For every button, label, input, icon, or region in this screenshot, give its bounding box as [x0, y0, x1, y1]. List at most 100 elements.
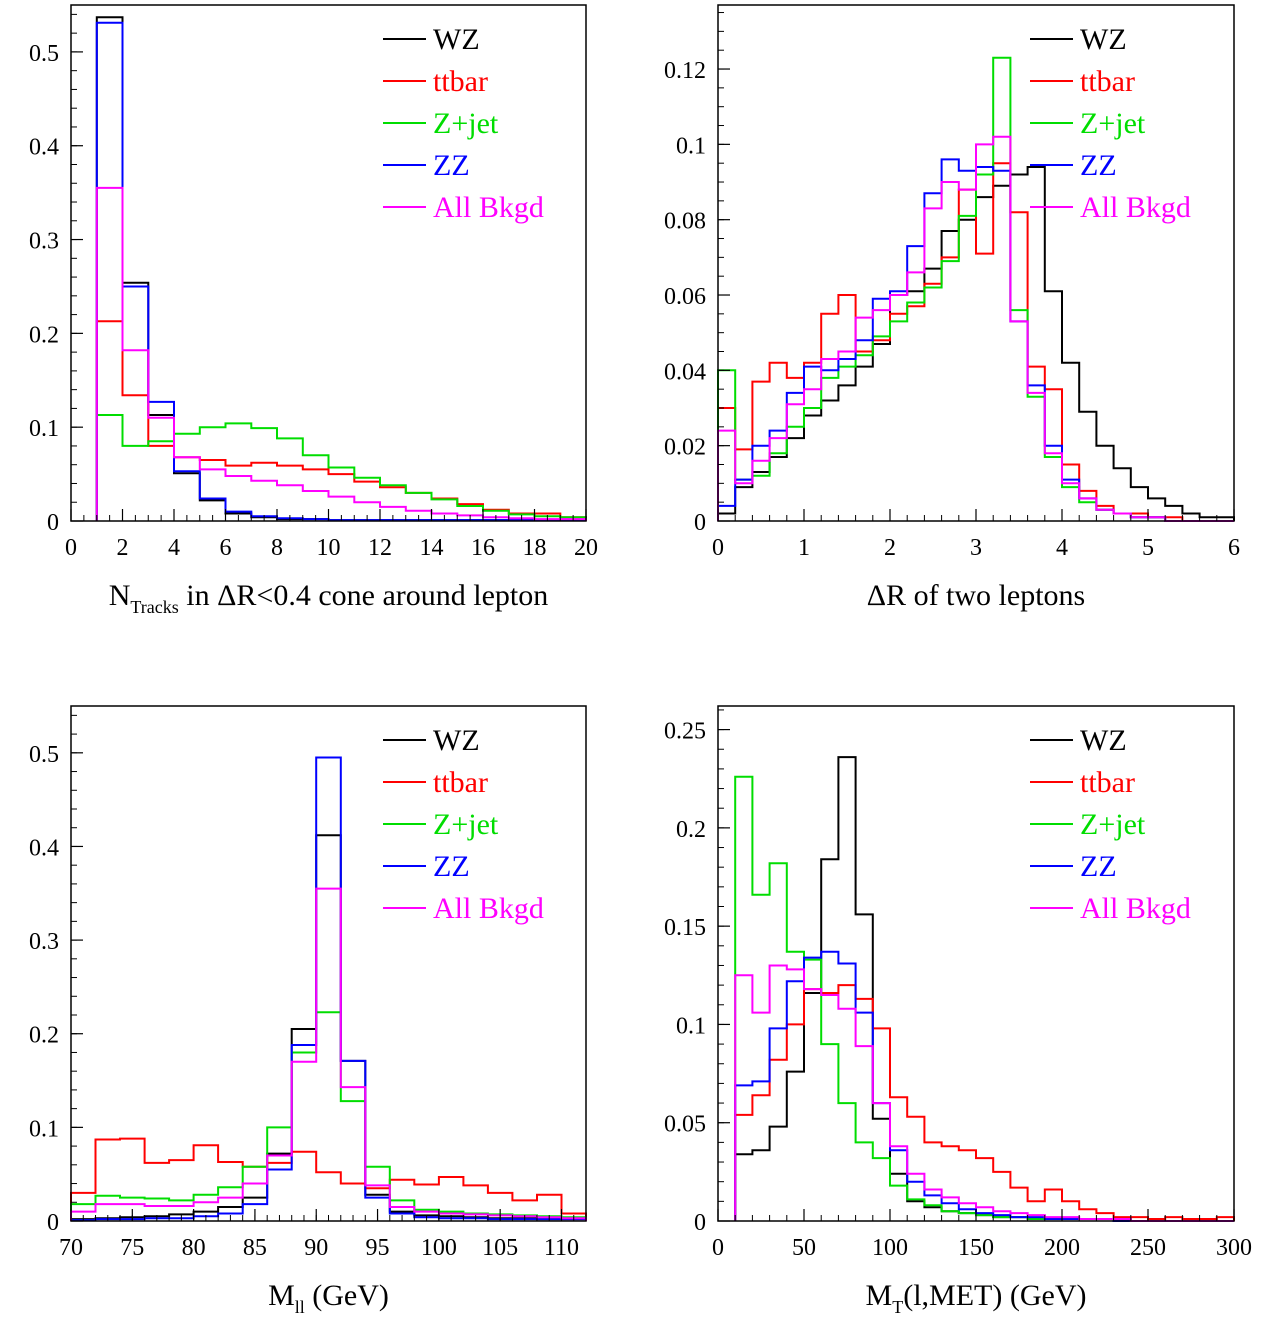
legend-label: All Bkgd: [433, 191, 544, 224]
chart-delta-r: 0 1 2 3 4 5 6 0 0.02 0.04 0.06 0.08 0.1 0.12 ΔR of two…: [664, 4, 1240, 612]
y-tick-label: 0.1: [676, 133, 706, 159]
x-tick-label: 1: [798, 535, 810, 561]
series-ttbar: [70, 1137, 587, 1221]
series-all-bkgd: [717, 135, 1234, 522]
legend-label: ttbar: [1080, 766, 1135, 799]
y-tick-label: 0.02: [664, 435, 706, 461]
legend-label: WZ: [433, 724, 480, 757]
x-tick-label: 100: [421, 1235, 457, 1261]
x-tick-label: 6: [1228, 535, 1240, 561]
x-tick-label: 10: [317, 535, 341, 561]
x-tick-label: 90: [304, 1235, 328, 1261]
x-tick-label: 8: [271, 535, 283, 561]
chart-ntracks: 0 2 4 6 8 10 12 14 16 18 20 0 0.1 0.2 0.3 0.4 0.5 NTracks…: [29, 4, 598, 617]
x-axis-title: ΔR of two leptons: [867, 579, 1085, 612]
y-tick-label: 0.2: [676, 817, 706, 843]
y-tick-label: 0.08: [664, 209, 706, 235]
x-tick-label: 110: [544, 1235, 579, 1261]
series-z-jet: [734, 775, 1234, 1222]
x-tick-label: 12: [368, 535, 392, 561]
y-tick-label: 0.25: [664, 719, 706, 745]
legend-label: WZ: [1080, 724, 1127, 757]
series-all-bkgd: [70, 887, 587, 1221]
x-tick-label: 14: [420, 535, 444, 561]
plot-frame: [717, 705, 1235, 1222]
y-tick-label: 0.5: [29, 742, 59, 768]
x-axis-title: MT(l,MET) (GeV): [866, 1279, 1087, 1317]
x-tick-label: 4: [1056, 535, 1068, 561]
x-tick-label: 200: [1044, 1235, 1080, 1261]
y-tick-label: 0.05: [664, 1112, 706, 1138]
y-tick-label: 0.06: [664, 284, 706, 310]
legend-label: ttbar: [433, 65, 488, 98]
series-z-jet: [95, 414, 587, 521]
legend-label: Z+jet: [433, 808, 499, 841]
series-ttbar: [734, 984, 1235, 1221]
x-tick-label: 16: [471, 535, 495, 561]
legend-label: Z+jet: [1080, 107, 1146, 140]
x-tick-label: 75: [120, 1235, 144, 1261]
y-tick-label: 0.1: [676, 1013, 706, 1039]
x-tick-label: 18: [523, 535, 547, 561]
x-tick-label: 4: [168, 535, 180, 561]
x-tick-label: 0: [65, 535, 77, 561]
series-zz: [70, 756, 587, 1222]
y-tick-label: 0.12: [664, 58, 706, 84]
series-z-jet: [717, 56, 1234, 522]
legend-label: All Bkgd: [1080, 892, 1191, 925]
x-tick-label: 105: [482, 1235, 518, 1261]
legend-label: ttbar: [1080, 65, 1135, 98]
y-tick-label: 0.2: [29, 1023, 59, 1049]
x-tick-label: 2: [884, 535, 896, 561]
y-tick-label: 0: [694, 510, 706, 536]
legend-label: ZZ: [1080, 850, 1117, 883]
series-all-bkgd: [734, 964, 1234, 1222]
series-all-bkgd: [95, 186, 587, 521]
y-tick-label: 0.4: [29, 135, 59, 161]
y-tick-label: 0: [47, 1210, 59, 1236]
x-tick-label: 250: [1130, 1235, 1166, 1261]
legend-label: WZ: [433, 23, 480, 56]
y-tick-label: 0.4: [29, 835, 59, 861]
x-axis-title: Mll (GeV): [268, 1279, 389, 1317]
legend-label: ttbar: [433, 766, 488, 799]
chart-mll: 70 75 80 85 90 95 100 105 110 0 0.1 0.2 0.3 0.4 0.5 Mll…: [29, 705, 587, 1317]
x-axis-title: NTracks in ΔR<0.4 cone around lepton: [109, 579, 549, 617]
legend-label: All Bkgd: [433, 892, 544, 925]
legend-label: Z+jet: [433, 107, 499, 140]
chart-mt: 0 50 100 150 200 250 300 0 0.05 0.1 0.15 0.2 0.25 MT(…: [664, 705, 1252, 1317]
y-tick-label: 0: [47, 510, 59, 536]
y-tick-label: 0: [694, 1210, 706, 1236]
legend-label: ZZ: [1080, 149, 1117, 182]
y-tick-label: 0.3: [29, 229, 59, 255]
y-tick-label: 0.5: [29, 41, 59, 67]
y-tick-label: 0.04: [664, 359, 706, 385]
x-tick-label: 2: [117, 535, 129, 561]
x-tick-label: 0: [712, 535, 724, 561]
x-tick-label: 0: [712, 1235, 724, 1261]
x-tick-label: 85: [243, 1235, 267, 1261]
series-z-jet: [70, 1011, 587, 1221]
y-tick-label: 0.2: [29, 322, 59, 348]
y-tick-label: 0.15: [664, 915, 706, 941]
series-ttbar: [95, 320, 587, 521]
x-tick-label: 100: [872, 1235, 908, 1261]
x-tick-label: 50: [792, 1235, 816, 1261]
legend-label: Z+jet: [1080, 808, 1146, 841]
plot-frame: [70, 705, 587, 1222]
y-tick-label: 0.3: [29, 929, 59, 955]
y-tick-label: 0.1: [29, 1116, 59, 1142]
x-tick-label: 150: [958, 1235, 994, 1261]
x-tick-label: 20: [574, 535, 598, 561]
x-tick-label: 6: [220, 535, 232, 561]
legend-label: ZZ: [433, 850, 470, 883]
x-tick-label: 5: [1142, 535, 1154, 561]
x-tick-label: 3: [970, 535, 982, 561]
legend-label: WZ: [1080, 23, 1127, 56]
y-tick-label: 0.1: [29, 416, 59, 442]
x-tick-label: 70: [59, 1235, 83, 1261]
plot-frame: [717, 4, 1235, 522]
x-tick-label: 80: [182, 1235, 206, 1261]
legend-label: ZZ: [433, 149, 470, 182]
